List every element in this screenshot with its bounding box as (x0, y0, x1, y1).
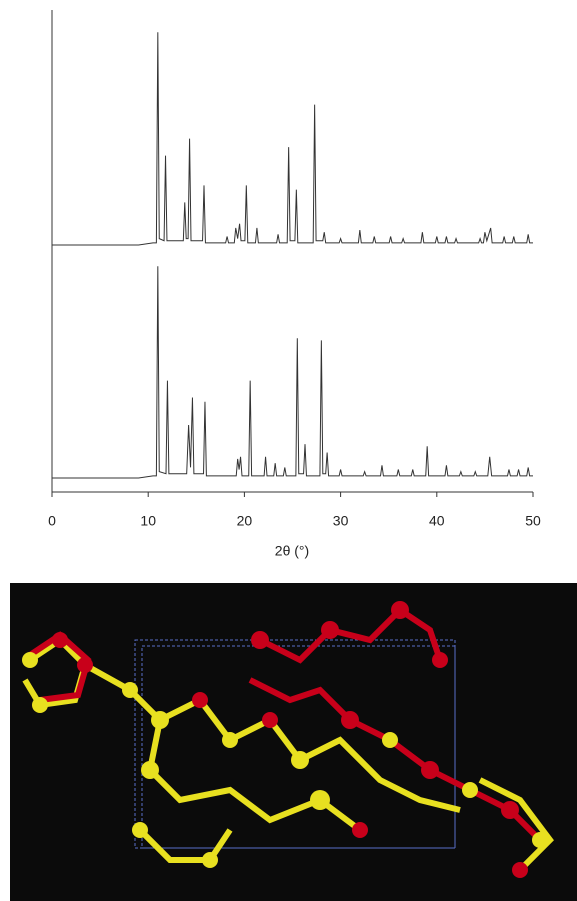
x-tick-label: 0 (48, 513, 56, 529)
x-tick-label: 10 (140, 513, 156, 529)
x-tick-label: 30 (333, 513, 349, 529)
x-tick-label: 50 (525, 513, 541, 529)
x-tick-label: 20 (237, 513, 253, 529)
figure: 2θ (°) (0, 0, 577, 901)
crystal-structure (10, 583, 577, 901)
x-tick-label: 40 (429, 513, 445, 529)
x-axis-label: 2θ (°) (275, 543, 309, 559)
xrd-pattern (52, 266, 533, 478)
xrd-pattern (52, 32, 533, 245)
structure-background (10, 583, 577, 901)
